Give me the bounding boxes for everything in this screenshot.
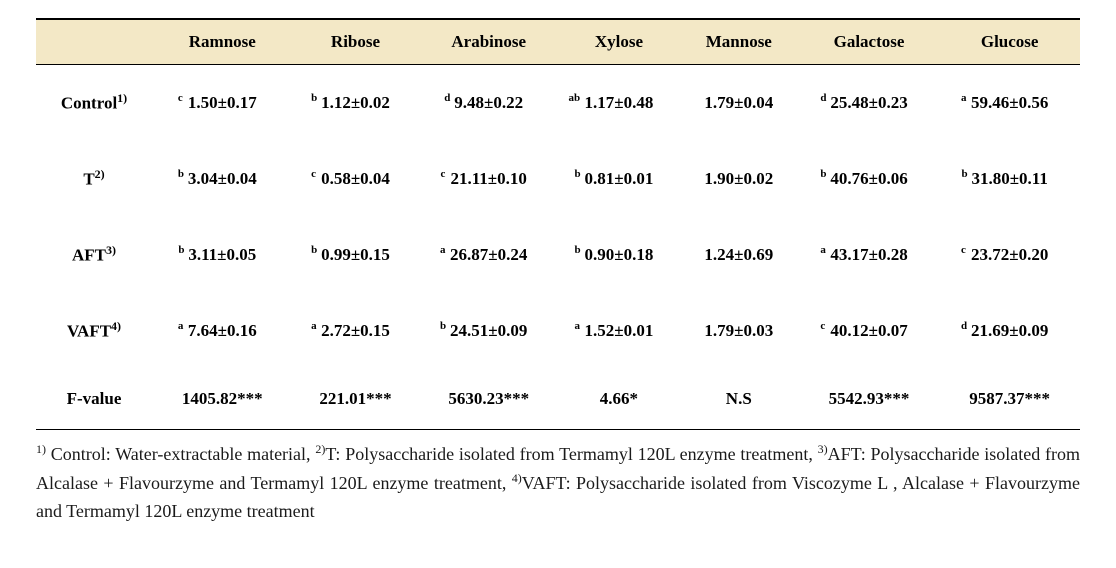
data-table: Ramnose Ribose Arabinose Xylose Mannose … bbox=[36, 18, 1080, 430]
table-cell: N.S bbox=[679, 369, 799, 430]
table-cell: b1.12±0.02 bbox=[293, 65, 419, 142]
col-ramnose: Ramnose bbox=[152, 19, 293, 65]
table-cell: c23.72±0.20 bbox=[939, 217, 1080, 293]
table-cell: 1.90±0.02 bbox=[679, 141, 799, 217]
col-glucose: Glucose bbox=[939, 19, 1080, 65]
table-cell: ab1.17±0.48 bbox=[559, 65, 679, 142]
col-xylose: Xylose bbox=[559, 19, 679, 65]
col-ribose: Ribose bbox=[293, 19, 419, 65]
table-cell: 5630.23*** bbox=[418, 369, 559, 430]
table-cell: b24.51±0.09 bbox=[418, 293, 559, 369]
table-row: Control1)c1.50±0.17b1.12±0.02d9.48±0.22a… bbox=[36, 65, 1080, 142]
footnote-number: 3) bbox=[818, 442, 828, 456]
table-cell: b0.99±0.15 bbox=[293, 217, 419, 293]
table-cell: 9587.37*** bbox=[939, 369, 1080, 430]
table-cell: b40.76±0.06 bbox=[799, 141, 940, 217]
table-cell: c1.50±0.17 bbox=[152, 65, 293, 142]
table-cell: 221.01*** bbox=[293, 369, 419, 430]
row-label: F-value bbox=[36, 369, 152, 430]
table-cell: d9.48±0.22 bbox=[418, 65, 559, 142]
table-row: F-value1405.82***221.01***5630.23***4.66… bbox=[36, 369, 1080, 430]
table-cell: b31.80±0.11 bbox=[939, 141, 1080, 217]
table-cell: 1.79±0.04 bbox=[679, 65, 799, 142]
table-cell: a1.52±0.01 bbox=[559, 293, 679, 369]
table-cell: c40.12±0.07 bbox=[799, 293, 940, 369]
footnote-number: 1) bbox=[36, 442, 46, 456]
table-cell: 5542.93*** bbox=[799, 369, 940, 430]
col-arabinose: Arabinose bbox=[418, 19, 559, 65]
table-cell: d25.48±0.23 bbox=[799, 65, 940, 142]
footnotes: 1) Control: Water-extractable material, … bbox=[36, 440, 1080, 526]
footnote-text: Control: Water-extractable material, bbox=[46, 444, 315, 464]
col-mannose: Mannose bbox=[679, 19, 799, 65]
table-cell: a43.17±0.28 bbox=[799, 217, 940, 293]
table-cell: a7.64±0.16 bbox=[152, 293, 293, 369]
table-cell: b0.90±0.18 bbox=[559, 217, 679, 293]
col-blank bbox=[36, 19, 152, 65]
table-cell: d21.69±0.09 bbox=[939, 293, 1080, 369]
footnote-number: 2) bbox=[315, 442, 325, 456]
footnote-text: T: Polysaccharide isolated from Termamyl… bbox=[325, 444, 817, 464]
table-cell: 1.79±0.03 bbox=[679, 293, 799, 369]
table-cell: b0.81±0.01 bbox=[559, 141, 679, 217]
table-cell: c21.11±0.10 bbox=[418, 141, 559, 217]
table-cell: a59.46±0.56 bbox=[939, 65, 1080, 142]
table-cell: b3.11±0.05 bbox=[152, 217, 293, 293]
footnote-number: 4) bbox=[512, 471, 522, 485]
table-cell: 1.24±0.69 bbox=[679, 217, 799, 293]
table-row: AFT3)b3.11±0.05b0.99±0.15a26.87±0.24b0.9… bbox=[36, 217, 1080, 293]
row-label: T2) bbox=[36, 141, 152, 217]
table-cell: b3.04±0.04 bbox=[152, 141, 293, 217]
row-label: VAFT4) bbox=[36, 293, 152, 369]
row-label: AFT3) bbox=[36, 217, 152, 293]
table-row: T2)b3.04±0.04c0.58±0.04c21.11±0.10b0.81±… bbox=[36, 141, 1080, 217]
col-galactose: Galactose bbox=[799, 19, 940, 65]
table-row: VAFT4)a7.64±0.16a2.72±0.15b24.51±0.09a1.… bbox=[36, 293, 1080, 369]
table-cell: 1405.82*** bbox=[152, 369, 293, 430]
table-cell: c0.58±0.04 bbox=[293, 141, 419, 217]
header-row: Ramnose Ribose Arabinose Xylose Mannose … bbox=[36, 19, 1080, 65]
table-body: Control1)c1.50±0.17b1.12±0.02d9.48±0.22a… bbox=[36, 65, 1080, 430]
table-cell: 4.66* bbox=[559, 369, 679, 430]
row-label: Control1) bbox=[36, 65, 152, 142]
table-cell: a26.87±0.24 bbox=[418, 217, 559, 293]
table-cell: a2.72±0.15 bbox=[293, 293, 419, 369]
